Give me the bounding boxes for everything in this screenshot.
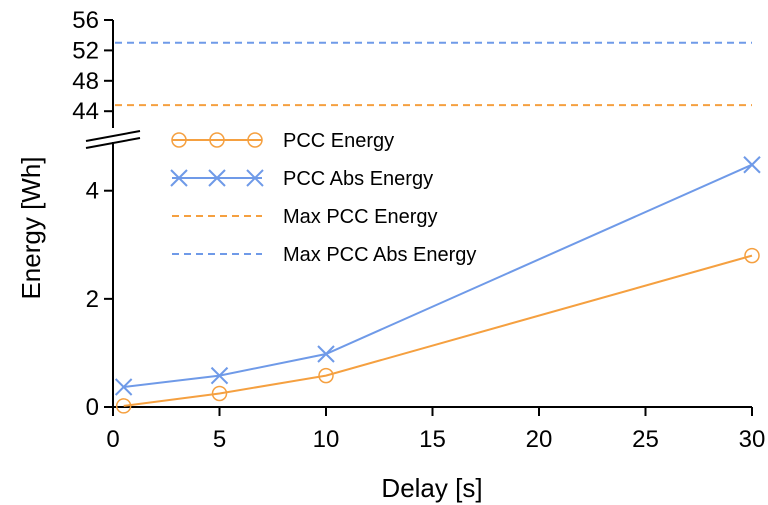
x-tick-label: 5 <box>213 426 226 453</box>
legend-label: PCC Energy <box>283 130 394 152</box>
legend-entry: PCC Abs Energy <box>170 168 433 190</box>
y-tick-label: 56 <box>72 7 99 34</box>
data-point <box>246 169 264 187</box>
y-tick-label: 0 <box>86 394 99 421</box>
x-tick-label: 20 <box>526 426 553 453</box>
data-point-stroke <box>170 169 188 187</box>
plot-area <box>85 20 761 414</box>
data-point-stroke <box>246 169 264 187</box>
x-tick-label: 25 <box>632 426 659 453</box>
data-point <box>208 169 226 187</box>
series-line <box>123 254 753 407</box>
y-axis-title: Energy [Wh] <box>16 156 46 299</box>
data-point <box>247 132 263 148</box>
series-line <box>123 163 753 388</box>
legend-entry: Max PCC Abs Energy <box>172 244 476 266</box>
data-point <box>744 247 760 264</box>
x-tick-label: 15 <box>419 426 446 453</box>
y-tick-label: 4 <box>86 178 99 205</box>
data-point <box>317 345 335 363</box>
data-point <box>211 385 228 402</box>
data-point <box>210 366 229 385</box>
y-tick-label: 44 <box>72 98 99 125</box>
x-tick-label: 10 <box>313 426 340 453</box>
data-point <box>170 169 188 187</box>
axis-break-mark <box>85 130 141 142</box>
x-tick-label: 30 <box>739 426 766 453</box>
data-point-stroke <box>317 345 335 363</box>
y-tick-label: 48 <box>72 68 99 95</box>
y-tick-label: 2 <box>86 286 99 313</box>
data-point-stroke <box>743 156 761 174</box>
legend-entry: Max PCC Energy <box>172 206 438 228</box>
data-point-stroke <box>114 378 133 396</box>
legend: PCC Energy PCC Abs Energy Max PCC Energy Ma… <box>170 130 476 266</box>
legend-label: Max PCC Abs Energy <box>283 244 476 266</box>
data-point-stroke <box>208 169 226 187</box>
data-point <box>743 156 761 174</box>
data-point <box>115 398 132 414</box>
data-point <box>318 367 334 384</box>
data-point <box>114 378 133 396</box>
axis-break-mark <box>85 137 141 149</box>
x-axis-title: Delay [s] <box>381 473 482 503</box>
data-point <box>209 132 225 148</box>
y-tick-label: 52 <box>72 37 99 64</box>
legend-label: PCC Abs Energy <box>283 168 433 190</box>
x-tick-label: 0 <box>106 426 119 453</box>
legend-label: Max PCC Energy <box>283 206 438 228</box>
data-point-stroke <box>210 366 229 385</box>
legend-entry: PCC Energy <box>171 130 394 152</box>
data-point <box>171 132 187 148</box>
